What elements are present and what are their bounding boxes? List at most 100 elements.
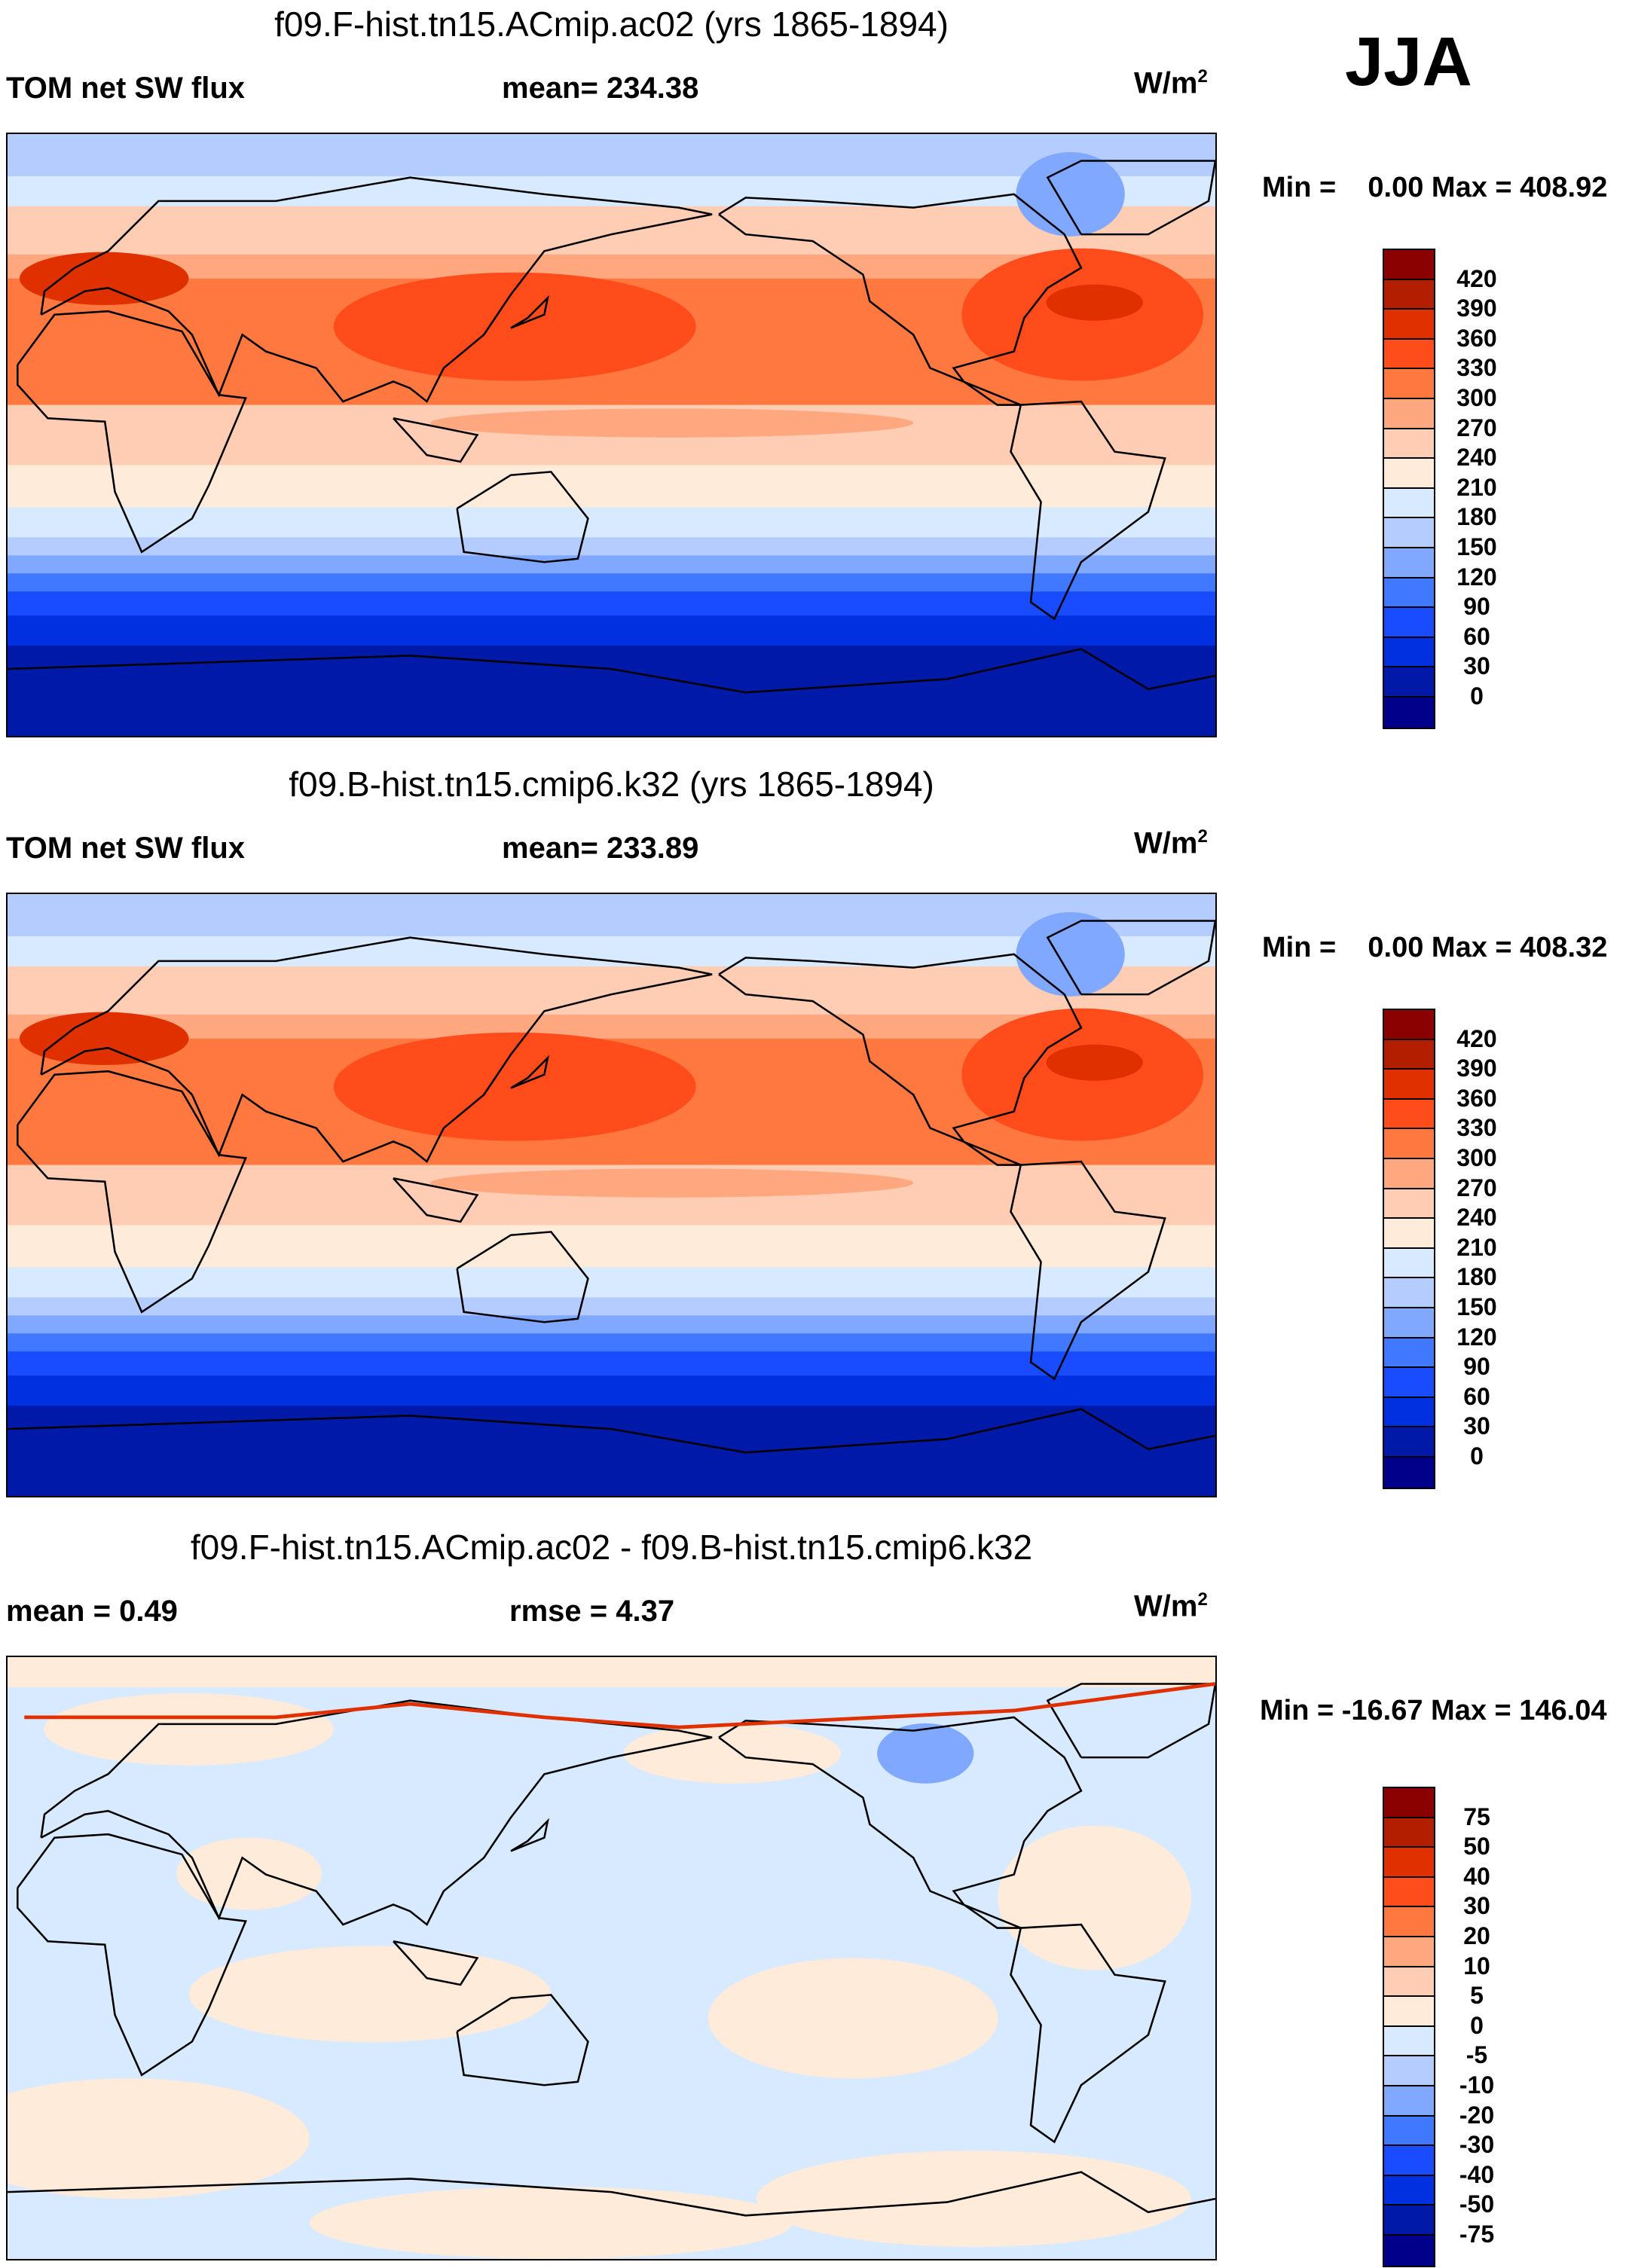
- spcz-band: [430, 1168, 914, 1198]
- panel-title: f09.F-hist.tn15.ACmip.ac02 (yrs 1865-189…: [274, 5, 949, 44]
- colorbar-bin: [1384, 2056, 1434, 2086]
- lat-band: [8, 1225, 1215, 1268]
- arctic-band: [8, 1657, 1215, 1687]
- colorbar-bin: [1384, 1129, 1434, 1159]
- colorbar-bin: [1384, 2116, 1434, 2147]
- coastline: [393, 1177, 479, 1223]
- colorbar: [1383, 1009, 1435, 1489]
- colorbar-bin: [1384, 429, 1434, 459]
- panel-title: f09.F-hist.tn15.ACmip.ac02 - f09.B-hist.…: [190, 1528, 1033, 1567]
- map-panel: [6, 893, 1217, 1497]
- colorbar-tick-label: 30: [1463, 1892, 1490, 1920]
- colorbar-bin: [1384, 250, 1434, 280]
- colorbar-tick-label: 20: [1463, 1922, 1490, 1949]
- colorbar-bin: [1384, 1937, 1434, 1967]
- colorbar-tick-label: 50: [1463, 1833, 1490, 1860]
- colorbar-bin: [1384, 548, 1434, 578]
- coastline: [1010, 1160, 1166, 1381]
- coastline: [456, 1231, 589, 1323]
- lat-band: [8, 591, 1215, 617]
- sahara-max: [20, 252, 189, 305]
- colorbar-tick-label: 0: [1470, 1442, 1484, 1470]
- spcz-band: [430, 408, 914, 438]
- lat-band: [8, 1351, 1215, 1377]
- colorbar-bin: [1384, 1788, 1434, 1818]
- colorbar-bin: [1384, 2175, 1434, 2206]
- colorbar-tick-label: 270: [1456, 414, 1497, 441]
- colorbar-tick-label: -75: [1459, 2221, 1495, 2248]
- units-label: W/m2: [1134, 826, 1208, 860]
- lat-band: [8, 894, 1215, 938]
- colorbar-bin: [1384, 1099, 1434, 1130]
- antarctica-coast: [7, 2171, 1216, 2217]
- colorbar-tick-label: -10: [1459, 2071, 1495, 2099]
- coastline: [1010, 1923, 1166, 2144]
- colorbar-tick-label: 60: [1463, 622, 1490, 650]
- lat-band: [8, 555, 1215, 575]
- colorbar-tick-label: 330: [1456, 1114, 1497, 1142]
- colorbar-bin: [1384, 1070, 1434, 1100]
- colorbar-bin: [1384, 310, 1434, 340]
- lat-band: [8, 176, 1215, 208]
- colorbar: [1383, 1787, 1435, 2267]
- colorbar-tick-label: -5: [1465, 2041, 1488, 2069]
- center-label: mean= 234.38: [502, 72, 699, 105]
- antarctica-coast: [7, 648, 1216, 694]
- atlantic-core: [1046, 1044, 1143, 1081]
- coastline: [718, 1716, 1083, 1929]
- colorbar-bin: [1384, 1189, 1434, 1219]
- arctic-coast-anomaly: [24, 1682, 1216, 1729]
- colorbar-tick-label: 390: [1456, 295, 1497, 322]
- colorbar-tick-label: 75: [1463, 1802, 1490, 1830]
- colorbar-bin: [1384, 1818, 1434, 1848]
- colorbar-bin: [1384, 1997, 1434, 2027]
- lat-band: [8, 936, 1215, 968]
- units: W/m: [1134, 826, 1198, 860]
- colorbar-bin: [1384, 398, 1434, 429]
- antarctica-coast: [7, 1408, 1216, 1454]
- colorbar-tick-label: 360: [1456, 324, 1497, 352]
- coastline: [456, 1994, 589, 2086]
- positive-anomaly: [756, 2150, 1191, 2248]
- colorbar-bin: [1384, 2205, 1434, 2236]
- colorbar-tick-label: 0: [1470, 2011, 1484, 2039]
- units-exponent: 2: [1197, 826, 1208, 847]
- colorbar-tick-label: 120: [1456, 1323, 1497, 1351]
- canada-negative: [877, 1723, 974, 1784]
- min-max-label: Min = -16.67 Max = 146.04: [1260, 1695, 1607, 1726]
- colorbar-tick-label: 0: [1470, 682, 1484, 710]
- colorbar-tick-label: 30: [1463, 652, 1490, 680]
- colorbar-bin: [1384, 667, 1434, 697]
- units: W/m: [1134, 1589, 1198, 1623]
- colorbar-bin: [1384, 578, 1434, 609]
- coastline: [510, 295, 549, 329]
- lat-band: [8, 1297, 1215, 1317]
- positive-anomaly: [44, 1693, 334, 1766]
- colorbar-tick-label: 90: [1463, 593, 1490, 621]
- coastline: [718, 953, 1083, 1166]
- colorbar-tick-label: -40: [1459, 2160, 1495, 2188]
- positive-anomaly: [708, 1958, 998, 2079]
- lat-band: [8, 507, 1215, 539]
- colorbar-bin: [1384, 2235, 1434, 2266]
- colorbar-bin: [1384, 1158, 1434, 1189]
- colorbar-bin: [1384, 1877, 1434, 1908]
- colorbar-bin: [1384, 637, 1434, 668]
- season-label: JJA: [1345, 23, 1472, 100]
- colorbar-bin: [1384, 1278, 1434, 1308]
- colorbar-bin: [1384, 1039, 1434, 1070]
- units-exponent: 2: [1197, 1589, 1208, 1610]
- colorbar-tick-label: 180: [1456, 503, 1497, 531]
- colorbar-bin: [1384, 1368, 1434, 1398]
- colorbar-tick-label: 240: [1456, 1204, 1497, 1232]
- units-exponent: 2: [1197, 66, 1208, 87]
- lat-band: [8, 537, 1215, 557]
- positive-anomaly: [623, 1723, 842, 1784]
- coastline: [393, 1940, 479, 1986]
- coastline: [718, 193, 1083, 406]
- lat-band: [8, 1315, 1215, 1335]
- coastline: [393, 417, 479, 463]
- colorbar-bin: [1384, 1219, 1434, 1249]
- units-label: W/m2: [1134, 1589, 1208, 1623]
